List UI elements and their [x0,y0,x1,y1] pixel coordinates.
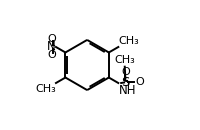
Text: O: O [47,50,56,60]
Text: S: S [121,76,130,89]
Text: CH₃: CH₃ [114,55,135,65]
Text: N: N [47,40,55,53]
Text: O: O [135,77,144,87]
Text: CH₃: CH₃ [119,37,139,47]
Text: CH₃: CH₃ [35,84,56,94]
Text: O: O [47,34,56,44]
Text: NH: NH [119,83,136,96]
Text: O: O [121,67,130,77]
